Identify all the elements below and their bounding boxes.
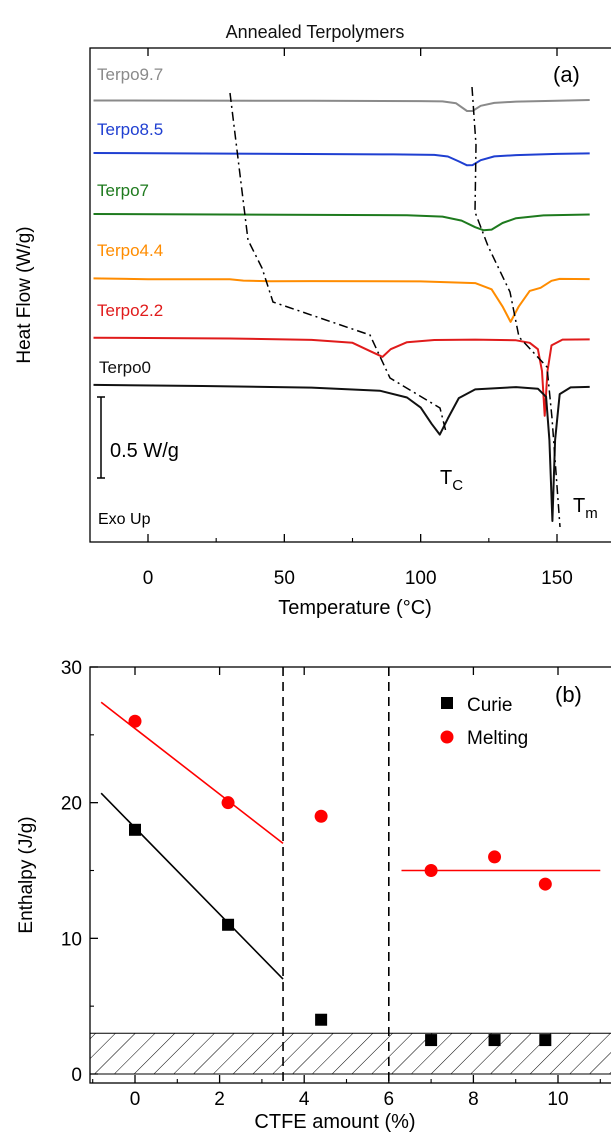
series-label-terpo0: Terpo0 [99, 358, 151, 377]
panel-label-a: (a) [553, 62, 580, 87]
point-melting [221, 796, 235, 810]
point-melting [488, 850, 502, 864]
x-tick-label-b: 0 [130, 1089, 141, 1110]
legend-marker-melting [440, 730, 454, 744]
curve-terpo2-2 [93, 336, 590, 417]
series-label-terpo2-2: Terpo2.2 [97, 301, 163, 320]
point-melting [128, 714, 142, 728]
tc-trend-line [229, 92, 447, 433]
hatched-band [90, 1032, 611, 1075]
point-curie [222, 918, 235, 931]
scale-bar-label: 0.5 W/g [110, 440, 179, 462]
x-tick-label-b: 10 [547, 1089, 568, 1110]
tm-trend-line [471, 86, 561, 528]
series-label-terpo7: Terpo7 [97, 181, 149, 200]
y-tick-label-b: 30 [61, 658, 82, 679]
x-tick-label-a: 50 [274, 568, 295, 589]
series-label-terpo8-5: Terpo8.5 [97, 120, 163, 139]
x-tick-label-a: 150 [541, 568, 573, 589]
tc-label-main: T [440, 467, 452, 489]
series-label-terpo9-7: Terpo9.7 [97, 65, 163, 84]
heat-flow-curves [93, 99, 590, 522]
x-axis-label-b: CTFE amount (%) [254, 1111, 415, 1133]
tm-label-sub: m [585, 505, 598, 522]
point-curie [488, 1034, 501, 1047]
legend-label-curie: Curie [467, 695, 512, 716]
x-tick-label-b: 4 [299, 1089, 310, 1110]
series-labels-a: Terpo9.7 Terpo8.5 Terpo7 Terpo4.4 Terpo2.2 Te… [97, 65, 163, 377]
panel-label-b: (b) [555, 682, 582, 707]
x-tick-label-b: 6 [384, 1089, 395, 1110]
plot-frame-a [89, 47, 611, 543]
tc-label-sub: C [452, 477, 463, 494]
y-tick-label-b: 20 [61, 794, 82, 815]
curve-terpo7 [93, 213, 590, 232]
panel-b: (b) Enthalpy (J/g) CTFE amount (%) 0 2 4 6 8… [16, 658, 611, 1133]
plot-frame-b [89, 666, 611, 1084]
y-axis-label-a: Heat Flow (W/g) [14, 226, 35, 363]
data-points-b [128, 714, 552, 1047]
curve-terpo8-5 [93, 152, 590, 167]
point-curie [129, 823, 141, 836]
exo-up-label: Exo Up [98, 511, 151, 528]
legend-marker-curie [441, 697, 453, 709]
x-tick-label-b: 8 [468, 1089, 479, 1110]
x-axis-ticks-a: 0 50 100 150 [143, 48, 573, 589]
point-melting [314, 809, 328, 823]
tm-label-main: T [573, 495, 585, 517]
legend: Curie Melting [440, 695, 528, 749]
curve-terpo9-7 [93, 99, 590, 112]
axis-ticks-b: 0 2 4 6 8 10 0 10 20 30 [61, 658, 601, 1110]
chart-a-title: Annealed Terpolymers [226, 22, 405, 42]
point-curie [425, 1034, 438, 1047]
y-axis-label-b: Enthalpy (J/g) [16, 816, 37, 933]
x-tick-label-a: 0 [143, 568, 154, 589]
series-label-terpo4-4: Terpo4.4 [97, 241, 163, 260]
fit-line [100, 792, 284, 980]
legend-label-melting: Melting [467, 728, 528, 749]
tc-label: TC [440, 467, 463, 494]
point-curie [315, 1013, 328, 1026]
y-tick-label-b: 0 [71, 1065, 82, 1086]
fit-line [100, 701, 284, 844]
x-tick-label-b: 2 [214, 1089, 225, 1110]
point-curie [539, 1034, 552, 1047]
point-melting [424, 864, 438, 877]
panel-a: Annealed Terpolymers (a) Heat Flow (W/g)… [14, 22, 611, 619]
hatched-region [90, 1033, 611, 1074]
y-tick-label-b: 10 [61, 929, 82, 950]
curve-terpo4-4 [93, 277, 590, 323]
tm-label: Tm [573, 495, 598, 522]
x-axis-label-a: Temperature (°C) [278, 597, 432, 619]
x-tick-label-a: 100 [405, 568, 437, 589]
point-melting [538, 877, 552, 891]
